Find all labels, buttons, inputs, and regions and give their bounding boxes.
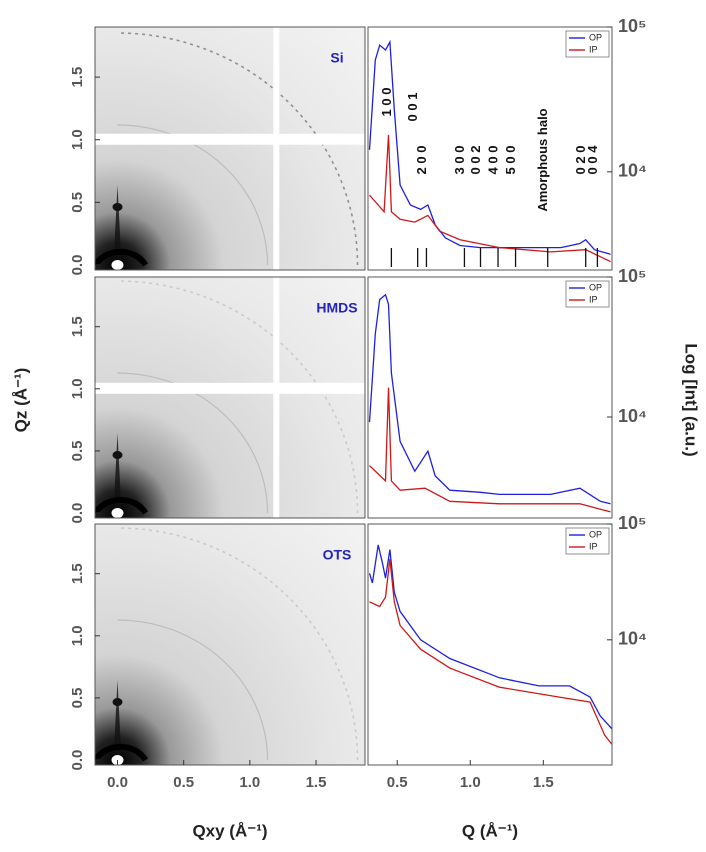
legend-label: OP bbox=[589, 32, 602, 42]
y-tick-label: 0.5 bbox=[69, 440, 86, 461]
reflection-label: 0 0 1 bbox=[405, 93, 420, 122]
specular-spot bbox=[112, 202, 123, 211]
detector-image bbox=[95, 277, 365, 518]
scattering-ring bbox=[117, 619, 269, 761]
x-tick-label: 1.5 bbox=[306, 774, 327, 791]
series-line bbox=[369, 559, 612, 745]
beam-streak bbox=[113, 433, 122, 514]
panel-frame bbox=[367, 523, 613, 766]
panel-frame bbox=[94, 26, 366, 271]
beam-stop bbox=[111, 259, 124, 270]
plot-lines bbox=[368, 293, 611, 513]
panel-label: HMDS bbox=[316, 300, 357, 316]
plot-area bbox=[368, 277, 612, 518]
beam-stop bbox=[111, 508, 124, 518]
reflection-label: Amorphous halo bbox=[535, 108, 550, 211]
series-line bbox=[369, 134, 611, 263]
panel-frame bbox=[367, 276, 613, 519]
plot-lines bbox=[368, 39, 611, 263]
legend-box bbox=[565, 280, 610, 308]
legend-label: IP bbox=[589, 44, 598, 54]
yoneda-arc bbox=[95, 496, 149, 515]
reflection-label: 4 0 0 bbox=[485, 146, 500, 175]
specular-spot bbox=[112, 698, 123, 707]
y-tick-label: 0.5 bbox=[69, 192, 86, 213]
panel-frame bbox=[94, 523, 366, 766]
series-line bbox=[369, 387, 611, 513]
specular-spot bbox=[112, 451, 123, 460]
panel-label: OTS bbox=[323, 547, 352, 563]
detector-image bbox=[95, 27, 365, 270]
y-tick-label: 10⁴ bbox=[618, 406, 647, 426]
y-tick-label: 10⁵ bbox=[618, 16, 646, 36]
legend-label: IP bbox=[589, 541, 598, 551]
x-tick-label: 1.0 bbox=[460, 774, 481, 791]
beam-streak bbox=[113, 680, 122, 761]
reflection-label: 3 0 0 bbox=[452, 146, 467, 175]
scattering-ring bbox=[117, 372, 269, 514]
scattering-ring bbox=[117, 124, 269, 265]
y-tick-label: 10⁵ bbox=[618, 266, 646, 286]
y-tick-label: 10⁴ bbox=[618, 161, 647, 181]
y-tick-label: 1.5 bbox=[69, 316, 86, 337]
y-tick-label: 0.0 bbox=[69, 503, 86, 524]
scattering-pattern bbox=[95, 524, 365, 765]
detector-gap bbox=[273, 27, 280, 270]
x-tick-label: 0.0 bbox=[107, 774, 128, 791]
scattering-pattern bbox=[95, 277, 365, 518]
scattering-ring bbox=[117, 280, 359, 514]
detector-gap bbox=[95, 133, 365, 145]
panel-frame bbox=[367, 26, 613, 271]
plot-area bbox=[368, 524, 612, 765]
y-tick-label: 1.0 bbox=[69, 129, 86, 150]
reflection-label: 5 0 0 bbox=[503, 146, 518, 175]
x-axis-label: Qxy (Å⁻¹) bbox=[192, 821, 267, 840]
y-tick-label: 1.0 bbox=[69, 378, 86, 399]
y-axis-label: Qz (Å⁻¹) bbox=[11, 368, 30, 433]
y-tick-label: 0.0 bbox=[69, 750, 86, 771]
reflection-label: 0 2 0 bbox=[573, 146, 588, 175]
reflection-label: 1 0 0 bbox=[379, 88, 394, 117]
x-tick-label: 0.5 bbox=[173, 774, 194, 791]
reflection-label: 2 0 0 bbox=[414, 146, 429, 175]
y-tick-label: 0.5 bbox=[69, 687, 86, 708]
beam-streak bbox=[113, 184, 122, 265]
legend-label: OP bbox=[589, 529, 602, 539]
x-axis-label: Q (Å⁻¹) bbox=[462, 821, 518, 840]
series-line bbox=[368, 544, 612, 730]
legend-box bbox=[565, 527, 610, 555]
y-tick-label: 1.0 bbox=[69, 625, 86, 646]
panel-frame bbox=[94, 276, 366, 519]
detector-gap bbox=[95, 382, 365, 394]
scattering-pattern bbox=[95, 27, 365, 270]
scattering-ring bbox=[117, 32, 359, 265]
reflection-label: 0 0 2 bbox=[468, 146, 483, 175]
x-tick-label: 1.5 bbox=[533, 774, 554, 791]
panel-label: Si bbox=[330, 50, 343, 66]
detector-image bbox=[95, 524, 365, 765]
legend-label: IP bbox=[589, 294, 598, 304]
plot-area bbox=[368, 27, 612, 270]
legend-box bbox=[565, 30, 610, 58]
reflection-label: 0 0 4 bbox=[585, 145, 600, 175]
y-tick-label: 0.0 bbox=[69, 255, 86, 276]
scattering-ring bbox=[117, 527, 359, 761]
yoneda-arc bbox=[95, 743, 149, 762]
detector-gap bbox=[273, 277, 280, 518]
y-tick-label: 10⁴ bbox=[618, 629, 647, 649]
yoneda-arc bbox=[95, 248, 149, 267]
y-tick-label: 1.5 bbox=[69, 67, 86, 88]
y-tick-label: 1.5 bbox=[69, 563, 86, 584]
plot-lines bbox=[368, 544, 612, 745]
legend-label: OP bbox=[589, 282, 602, 292]
x-tick-label: 1.0 bbox=[239, 774, 260, 791]
series-line bbox=[368, 293, 611, 505]
y-tick-label: 10⁵ bbox=[618, 513, 646, 533]
x-tick-label: 0.5 bbox=[387, 774, 408, 791]
y-axis-label: Log [Int] (a.u.) bbox=[682, 343, 701, 456]
